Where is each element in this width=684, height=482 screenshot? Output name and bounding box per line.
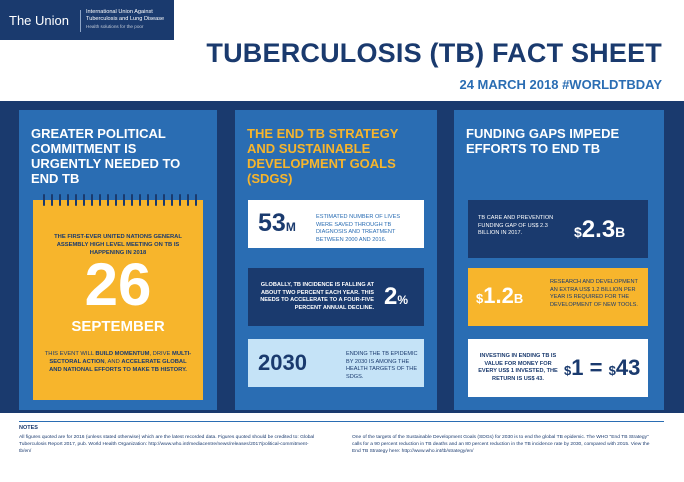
stat-number: 1: [571, 355, 584, 380]
logo-name: The Union: [9, 13, 69, 28]
stat-card-sdg-2030: 2030 ENDING THE TB EPIDEMIC BY 2030 IS A…: [248, 339, 424, 387]
stat-currency: $: [564, 363, 572, 378]
logo-subtitle: International Union Against Tuberculosis…: [86, 9, 172, 30]
calendar-body-part: , DRIVE: [149, 351, 173, 357]
stat-number: 2.3: [581, 216, 616, 243]
stat-card-research: $1.2B RESEARCH AND DEVELOPMENT AN EXTRA …: [468, 268, 648, 326]
calendar-body-bold: MULTI-SECTORAL ACTION: [49, 351, 192, 365]
logo-divider: [80, 10, 81, 32]
logo-line-1: International Union Against: [86, 9, 153, 15]
calendar-graphic: THE FIRST-EVER UNITED NATIONS GENERAL AS…: [33, 194, 203, 400]
stat-equals: =: [589, 355, 603, 380]
stat-text: ENDING THE TB EPIDEMIC BY 2030 IS AMONG …: [346, 351, 418, 380]
stat-value: $1 = $43: [564, 355, 640, 381]
stat-value: 2030: [258, 350, 307, 375]
stat-currency: $: [476, 291, 484, 306]
page-date: 24 MARCH 2018 #WORLDTBDAY: [459, 77, 662, 92]
column-end-tb-strategy: THE END TB STRATEGY AND SUSTAINABLE DEVE…: [235, 110, 437, 410]
calendar-rings: [41, 194, 197, 206]
column-1-title: GREATER POLITICAL COMMITMENT IS URGENTLY…: [31, 126, 181, 186]
calendar-intro: THE FIRST-EVER UNITED NATIONS GENERAL AS…: [54, 234, 182, 256]
stat-currency: $: [608, 363, 616, 378]
stat-card-incidence: GLOBALLY, TB INCIDENCE IS FALLING AT ABO…: [248, 268, 424, 326]
stat-text: ESTIMATED NUMBER OF LIVES WERE SAVED THR…: [316, 214, 401, 243]
calendar-body-part: THIS EVENT WILL: [44, 351, 96, 357]
calendar-body-bold: ACCELERATE GLOBAL AND NATIONAL EFFORTS T…: [49, 359, 187, 373]
stat-value: 2%: [384, 283, 408, 311]
column-political-commitment: GREATER POLITICAL COMMITMENT IS URGENTLY…: [19, 110, 217, 410]
logo-line-2: Tuberculosis and Lung Disease: [86, 16, 165, 22]
stat-number: 1.2: [483, 283, 514, 308]
stat-text: RESEARCH AND DEVELOPMENT AN EXTRA US$ 1.…: [550, 279, 638, 308]
calendar-day: 26: [84, 251, 152, 318]
stat-number: 43: [615, 355, 641, 380]
calendar-body-bold: BUILD MOMENTUM: [95, 351, 150, 357]
stat-value: $1.2B: [476, 283, 523, 309]
stat-number: 2: [384, 283, 398, 310]
column-2-title: THE END TB STRATEGY AND SUSTAINABLE DEVE…: [247, 126, 399, 186]
stat-text: GLOBALLY, TB INCIDENCE IS FALLING AT ABO…: [260, 282, 374, 311]
stat-text: INVESTING IN ENDING TB IS VALUE FOR MONE…: [478, 353, 558, 382]
notes-left: All figures quoted are for 2016 (unless …: [19, 435, 315, 454]
notes-right: One of the targets of the Sustainable De…: [352, 435, 650, 454]
stat-value: 53M: [258, 209, 296, 238]
stat-unit: M: [285, 220, 296, 234]
stat-card-value-for-money: INVESTING IN ENDING TB IS VALUE FOR MONE…: [468, 339, 648, 397]
stat-number: 53: [258, 209, 286, 237]
stat-card-funding-gap: TB CARE AND PREVENTION FUNDING GAP OF US…: [468, 200, 648, 258]
notes-heading: NOTES: [19, 425, 38, 431]
calendar-body: THIS EVENT WILL BUILD MOMENTUM, DRIVE MU…: [43, 350, 193, 374]
stat-value: $2.3B: [574, 216, 625, 244]
column-3-title: FUNDING GAPS IMPEDE EFFORTS TO END TB: [466, 126, 620, 156]
notes-divider: [19, 421, 664, 422]
page-title: TUBERCULOSIS (TB) FACT SHEET: [206, 38, 662, 68]
calendar-month: SEPTEMBER: [71, 318, 165, 335]
stat-text: TB CARE AND PREVENTION FUNDING GAP OF US…: [478, 215, 554, 237]
column-funding-gaps: FUNDING GAPS IMPEDE EFFORTS TO END TB TB…: [454, 110, 664, 410]
stat-unit: B: [615, 224, 626, 240]
union-logo: The Union International Union Against Tu…: [0, 0, 174, 40]
stat-unit: %: [397, 293, 409, 307]
stat-card-lives-saved: 53M ESTIMATED NUMBER OF LIVES WERE SAVED…: [248, 200, 424, 248]
logo-tagline: Health solutions for the poor: [86, 24, 144, 29]
stat-currency: $: [574, 224, 582, 240]
stat-unit: B: [513, 291, 524, 306]
calendar-body-part: , AND: [104, 359, 122, 365]
